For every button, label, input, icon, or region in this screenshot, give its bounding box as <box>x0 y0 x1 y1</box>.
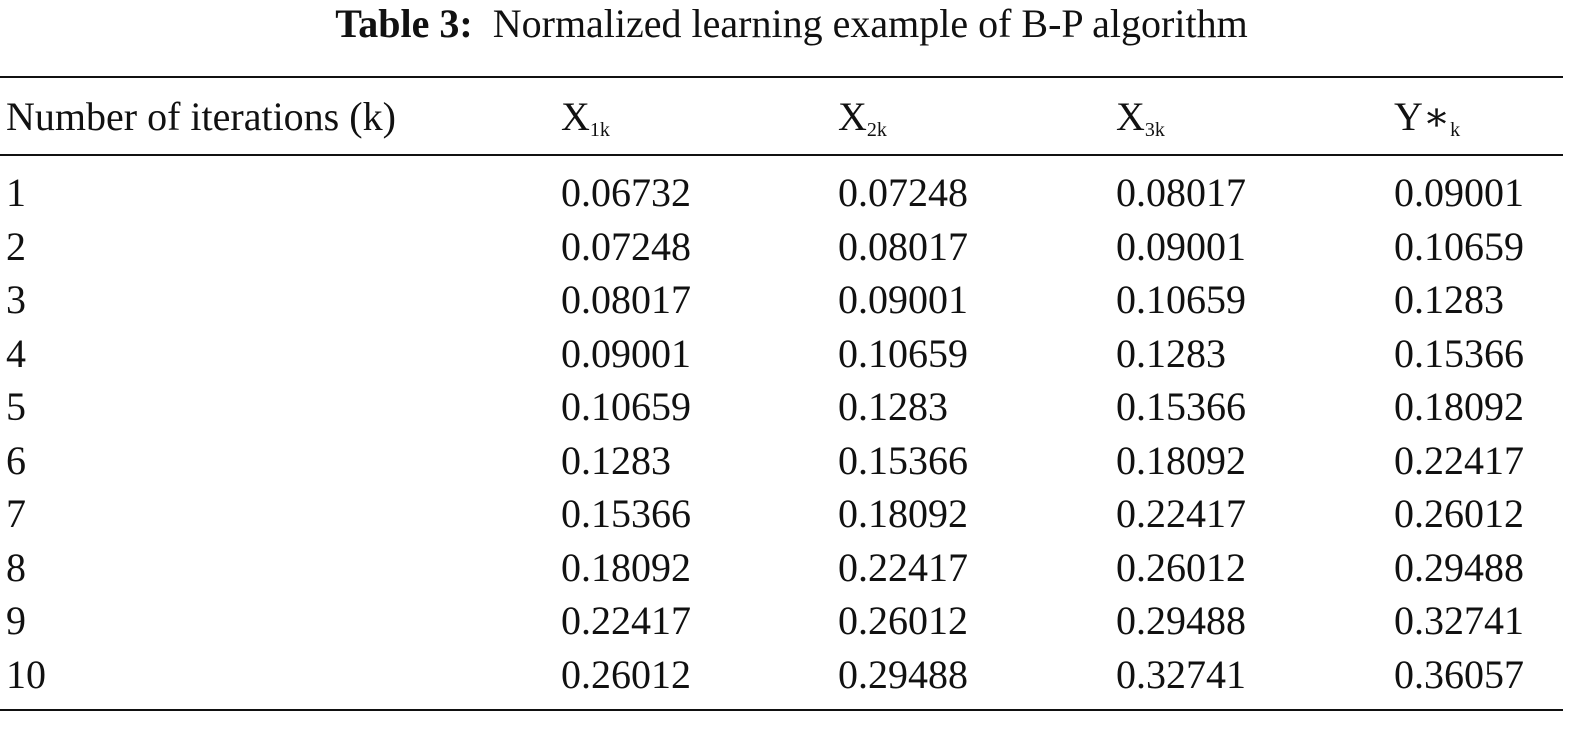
table-cell: 2 <box>6 223 26 269</box>
header-x2k: X2k <box>838 93 887 141</box>
table-cell: 4 <box>6 330 26 376</box>
top-rule <box>0 76 1563 78</box>
table-cell: 0.10659 <box>561 384 691 429</box>
table-cell: 7 <box>6 491 26 536</box>
header-yk: Y∗k <box>1394 93 1461 141</box>
header-rule <box>0 154 1563 156</box>
table-cell: 0.1283 <box>561 437 671 483</box>
table-cell: 0.15366 <box>1116 384 1246 429</box>
table-cell: 0.08017 <box>561 277 691 322</box>
table-cell: 0.10659 <box>1116 277 1246 322</box>
table-cell: 0.26012 <box>1116 544 1246 590</box>
table-cell: 0.29488 <box>838 651 968 697</box>
table-cell: 0.07248 <box>838 170 968 215</box>
table-cell: 0.29488 <box>1116 598 1246 643</box>
data-table-container: Number of iterations (k) X1k X2k X3k Y∗k… <box>0 76 1563 711</box>
table-cell: 0.09001 <box>561 330 691 376</box>
table-row: 7 0.15366 0.18092 0.22417 0.26012 <box>0 487 1569 541</box>
table-cell: 0.32741 <box>1116 651 1246 697</box>
table-cell: 5 <box>6 384 26 429</box>
table-row: 10 0.26012 0.29488 0.32741 0.36057 <box>0 648 1569 702</box>
table-cell: 0.10659 <box>838 330 968 376</box>
table-cell: 0.15366 <box>561 491 691 536</box>
header-x1k: X1k <box>561 93 610 141</box>
table-cell: 0.36057 <box>1394 651 1524 697</box>
table-cell: 8 <box>6 544 26 590</box>
table-cell: 0.10659 <box>1394 223 1524 269</box>
table-cell: 0.08017 <box>1116 170 1246 215</box>
header-row: Number of iterations (k) X1k X2k X3k Y∗k <box>0 78 1569 154</box>
bottom-rule <box>0 709 1563 711</box>
table-cell: 0.1283 <box>1116 330 1226 376</box>
table-row: 4 0.09001 0.10659 0.1283 0.15366 <box>0 327 1569 381</box>
table-cell: 6 <box>6 437 26 483</box>
table-cell: 0.09001 <box>1116 223 1246 269</box>
table-cell: 0.18092 <box>561 544 691 590</box>
table-cell: 0.1283 <box>1394 277 1504 322</box>
table-row: 5 0.10659 0.1283 0.15366 0.18092 <box>0 380 1569 434</box>
caption-label: Table 3: <box>335 1 473 46</box>
table-cell: 10 <box>6 651 46 697</box>
table-row: 1 0.06732 0.07248 0.08017 0.09001 <box>0 156 1569 220</box>
table-row: 9 0.22417 0.26012 0.29488 0.32741 <box>0 594 1569 648</box>
table-cell: 0.18092 <box>1394 384 1524 429</box>
table-cell: 0.15366 <box>1394 330 1524 376</box>
table-cell: 0.26012 <box>561 651 691 697</box>
table-cell: 0.09001 <box>838 277 968 322</box>
table-cell: 0.26012 <box>838 598 968 643</box>
table-row: 8 0.18092 0.22417 0.26012 0.29488 <box>0 541 1569 595</box>
table-row: 6 0.1283 0.15366 0.18092 0.22417 <box>0 434 1569 488</box>
header-x3k: X3k <box>1116 93 1165 141</box>
table-row: 2 0.07248 0.08017 0.09001 0.10659 <box>0 220 1569 274</box>
table-cell: 0.22417 <box>838 544 968 590</box>
table-cell: 9 <box>6 598 26 643</box>
table-cell: 0.09001 <box>1394 170 1524 215</box>
table-cell: 0.15366 <box>838 437 968 483</box>
table-cell: 0.18092 <box>1116 437 1246 483</box>
table-cell: 0.08017 <box>838 223 968 269</box>
data-table: Number of iterations (k) X1k X2k X3k Y∗k <box>0 78 1569 154</box>
table-row: 3 0.08017 0.09001 0.10659 0.1283 <box>0 273 1569 327</box>
table-cell: 0.32741 <box>1394 598 1524 643</box>
table-cell: 3 <box>6 277 26 322</box>
table-cell: 1 <box>6 170 26 215</box>
data-table-body: 1 0.06732 0.07248 0.08017 0.09001 2 0.07248 0.0… <box>0 156 1569 701</box>
table-cell: 0.06732 <box>561 170 691 215</box>
table-cell: 0.07248 <box>561 223 691 269</box>
table-cell: 0.29488 <box>1394 544 1524 590</box>
table-cell: 0.1283 <box>838 384 948 429</box>
table-caption: Table 3: Normalized learning example of … <box>0 0 1583 48</box>
header-iterations: Number of iterations (k) <box>6 93 396 139</box>
table-cell: 0.22417 <box>561 598 691 643</box>
table-cell: 0.26012 <box>1394 491 1524 536</box>
table-cell: 0.18092 <box>838 491 968 536</box>
table-cell: 0.22417 <box>1394 437 1524 483</box>
caption-text: Normalized learning example of B-P algor… <box>492 1 1248 46</box>
table-cell: 0.22417 <box>1116 491 1246 536</box>
